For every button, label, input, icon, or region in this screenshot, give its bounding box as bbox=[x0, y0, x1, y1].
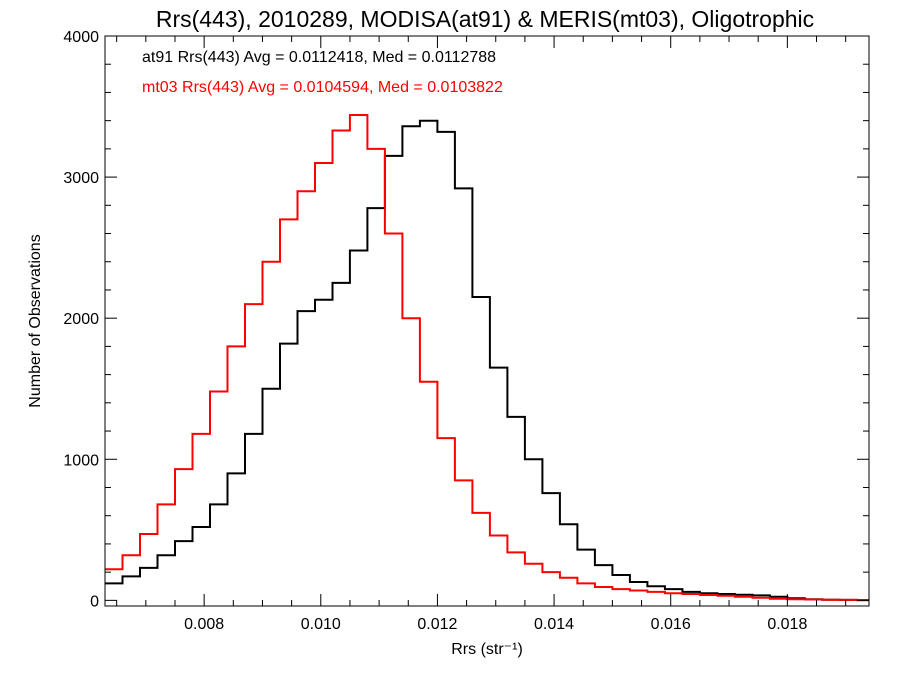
x-axis-label: Rrs (str⁻¹) bbox=[451, 641, 523, 658]
x-tick-label: 0.014 bbox=[534, 616, 574, 633]
y-tick-label: 4000 bbox=[63, 29, 99, 46]
series-mt03-line bbox=[105, 114, 869, 602]
y-tick-label: 2000 bbox=[63, 311, 99, 328]
x-tick-label: 0.010 bbox=[301, 616, 341, 633]
x-tick-label: 0.012 bbox=[417, 616, 457, 633]
x-tick-label: 0.016 bbox=[651, 616, 691, 633]
x-tick-label: 0.018 bbox=[767, 616, 807, 633]
annotation-mt03: mt03 Rrs(443) Avg = 0.0104594, Med = 0.0… bbox=[142, 79, 503, 96]
annotation-at91: at91 Rrs(443) Avg = 0.0112418, Med = 0.0… bbox=[142, 49, 496, 66]
y-axis-label: Number of Observations bbox=[27, 234, 44, 407]
y-tick-label: 1000 bbox=[63, 452, 99, 469]
y-tick-label: 0 bbox=[90, 593, 99, 610]
ticks-layer: 0.008 0.010 0.012 0.014 0.016 0.018 0 1000 2000 3… bbox=[63, 29, 869, 633]
chart-title: Rrs(443), 2010289, MODISA(at91) & MERIS(… bbox=[156, 6, 814, 32]
series-at91-line bbox=[105, 119, 869, 602]
plot-frame bbox=[104, 35, 870, 607]
y-tick-label: 3000 bbox=[63, 170, 99, 187]
x-tick-label: 0.008 bbox=[184, 616, 224, 633]
series-layer bbox=[105, 114, 869, 602]
